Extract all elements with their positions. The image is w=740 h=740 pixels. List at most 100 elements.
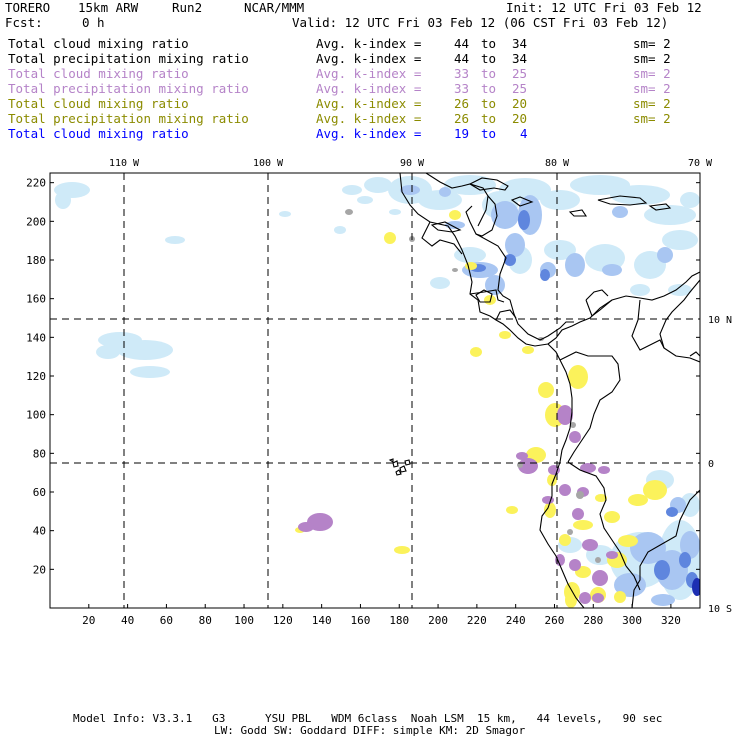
axis-ticks [50,182,700,608]
coastline-galapagos [388,458,394,464]
border-bolivia [625,565,641,591]
heavy-precip-area [580,463,596,473]
heavy-precip-area [579,592,591,604]
legend-row: Total cloud mixing ratio Avg. k-index = 19… [8,126,733,141]
dense-cloud-area [666,507,678,517]
coastline-guiana [659,279,700,363]
x-tick-label: 320 [661,614,681,627]
light-cloud-area [117,340,173,360]
border-venezuela [631,299,665,351]
light-cloud-area [55,191,71,209]
legend-row: Total precipitation mixing ratio Avg. k-i… [8,51,733,66]
longitude-label: 110 W [109,158,140,169]
heavy-precip-area [606,551,618,559]
light-precip-area [499,331,511,339]
legend-smoothing: sm= 2 [633,96,671,111]
legend-to: to [481,111,497,126]
longitude-label: 90 W [400,158,425,169]
legend-k-from: 19 [454,126,470,141]
x-tick-label: 260 [545,614,565,627]
legend-to: to [481,51,497,66]
border-colombia [559,351,621,463]
legend-smoothing: sm= 2 [633,36,671,51]
moderate-cloud-area [614,573,646,597]
moderate-cloud-area [602,264,622,276]
heavy-precip-area [518,458,538,474]
latitude-label: 0 [708,459,714,470]
legend-row: Total precipitation mixing ratio Avg. k-i… [8,111,733,126]
x-tick-label: 200 [428,614,448,627]
light-cloud-area [334,226,346,234]
border-mexico-guatemala [477,195,489,227]
legend-to: to [481,36,497,51]
moderate-cloud-area [657,247,673,263]
y-tick-label: 60 [33,486,46,499]
moderate-cloud-area [612,206,628,218]
y-tick-label: 20 [33,563,46,576]
light-cloud-area [630,284,650,296]
legend-k-to: 34 [512,36,528,51]
heavy-precip-area [298,522,314,532]
light-cloud-area [430,277,450,289]
light-precip-area [506,506,518,514]
x-tick-label: 20 [82,614,95,627]
precipitation-field-layer [54,175,700,608]
coastline-pacific-south-america [539,343,585,608]
longitude-label: 70 W [688,158,713,169]
legend-k-from: 33 [454,81,470,96]
legend-k-to: 25 [512,66,528,81]
very-heavy-precip-spot [345,209,353,215]
moderate-cloud-area [439,187,451,197]
legend-avg-label: Avg. k-index = [316,96,422,111]
legend-field-name: Total precipitation mixing ratio [8,111,249,126]
light-cloud-area [668,284,692,296]
heavy-precip-area [592,593,604,603]
legend-k-to: 20 [512,96,528,111]
x-tick-label: 140 [312,614,332,627]
coastline-puerto-rico [648,203,672,211]
light-cloud-area [418,190,462,210]
coastline-amazon-interior [631,489,700,608]
run-label: Run2 [172,0,203,15]
legend-row: Total cloud mixing ratio Avg. k-index = 33… [8,66,733,81]
legend-avg-label: Avg. k-index = [316,111,422,126]
legend-smoothing: sm= 2 [633,66,671,81]
x-tick-label: 220 [467,614,487,627]
light-cloud-area [540,190,580,210]
dense-cloud-area [654,560,670,580]
heavy-precip-area [559,484,571,496]
coastline-guajira [585,289,609,301]
coastline-panama-north [539,321,574,341]
light-cloud-area [96,345,120,359]
light-precip-area [595,494,607,502]
legend-to: to [481,81,497,96]
x-tick-label: 180 [389,614,409,627]
legend-field-name: Total precipitation mixing ratio [8,51,249,66]
border-nicaragua [495,309,517,321]
heavy-precip-area [516,452,528,460]
coastline-galapagos [395,469,402,476]
y-tick-label: 160 [26,293,46,306]
x-tick-label: 120 [273,614,293,627]
legend-k-to: 34 [512,51,528,66]
legend-k-from: 26 [454,111,470,126]
legend-k-from: 33 [454,66,470,81]
map-frame [49,172,701,609]
coastline-honduras-gulf [421,221,463,255]
light-precip-area [568,365,588,389]
light-precip-area [573,520,593,530]
coastline-galapagos [399,465,407,473]
very-heavy-precip-spot [570,422,576,428]
very-heavy-precip-spot [567,529,573,535]
x-tick-label: 300 [622,614,642,627]
dense-cloud-area [518,210,530,230]
light-cloud-area [444,175,496,195]
org-label: NCAR/MMM [244,0,305,15]
legend-to: to [481,126,497,141]
legend-row: Total precipitation mixing ratio Avg. k-i… [8,81,733,96]
coastline-yucatan [425,173,498,237]
latitude-label: 10 N [708,315,732,326]
legend-k-from: 44 [454,51,470,66]
light-cloud-area [499,178,551,202]
